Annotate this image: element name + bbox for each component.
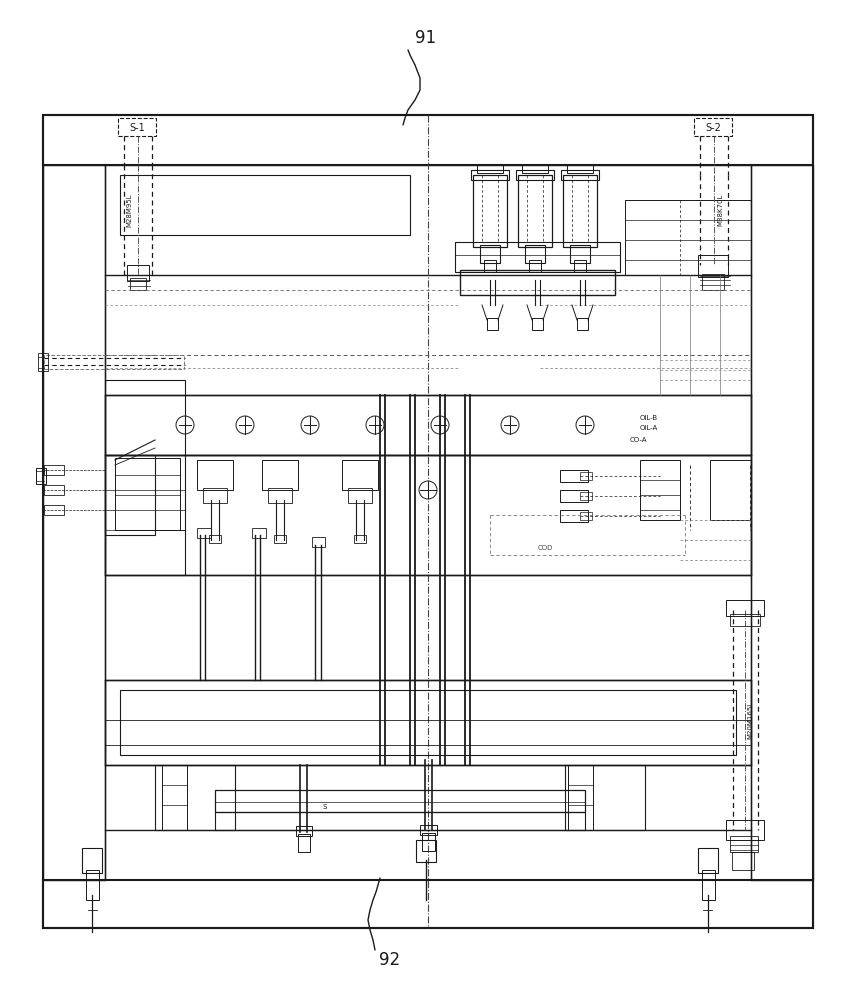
Bar	[118, 118, 156, 136]
Bar	[44, 505, 64, 515]
Bar	[354, 535, 366, 543]
Text: 91: 91	[415, 29, 437, 47]
Bar	[115, 458, 180, 530]
Bar	[698, 255, 728, 277]
Bar	[730, 614, 760, 626]
Bar	[698, 848, 718, 873]
Bar	[532, 318, 543, 330]
Bar	[570, 245, 590, 263]
Bar	[342, 460, 378, 490]
Bar	[120, 690, 736, 755]
Bar	[420, 825, 437, 835]
Bar	[702, 870, 715, 900]
Bar	[516, 170, 554, 180]
Bar	[473, 175, 507, 247]
Bar	[262, 460, 298, 490]
Bar	[43, 165, 105, 880]
Bar	[455, 242, 620, 272]
Bar	[580, 492, 592, 500]
Bar	[105, 395, 751, 455]
Bar	[36, 468, 46, 484]
Bar	[105, 455, 751, 575]
Bar	[197, 528, 211, 538]
Bar	[197, 460, 233, 490]
Bar	[477, 165, 503, 173]
Bar	[567, 165, 593, 173]
Bar	[565, 765, 645, 830]
Bar	[203, 488, 227, 503]
Bar	[348, 488, 372, 503]
Bar	[105, 680, 751, 765]
Bar	[568, 765, 593, 830]
Bar	[580, 512, 592, 520]
Bar	[732, 852, 754, 870]
Bar	[215, 790, 585, 812]
Bar	[694, 118, 732, 136]
Bar	[155, 765, 235, 830]
Bar	[43, 115, 813, 928]
Text: S-2: S-2	[705, 123, 721, 133]
Bar	[710, 460, 751, 520]
Bar	[130, 278, 146, 290]
Text: M20M165L: M20M165L	[747, 701, 753, 739]
Bar	[484, 260, 496, 272]
Bar	[726, 820, 764, 840]
Bar	[215, 812, 585, 830]
Bar	[640, 460, 680, 520]
Bar	[162, 765, 187, 830]
Bar	[38, 353, 48, 371]
Bar	[312, 537, 325, 547]
Bar	[252, 528, 266, 538]
Bar	[702, 274, 724, 290]
Bar	[105, 455, 155, 535]
Bar	[487, 318, 498, 330]
Bar	[726, 600, 764, 616]
Bar	[471, 170, 509, 180]
Bar	[268, 488, 292, 503]
Bar	[577, 318, 588, 330]
Bar	[522, 165, 548, 173]
Bar	[529, 260, 541, 272]
Bar	[120, 175, 410, 235]
Bar	[209, 535, 221, 543]
Bar	[563, 175, 597, 247]
Bar	[44, 355, 184, 369]
Text: M38K70L: M38K70L	[717, 194, 723, 226]
Bar	[416, 840, 436, 862]
Bar	[43, 115, 813, 165]
Text: OIL-A: OIL-A	[640, 425, 658, 431]
Bar	[730, 836, 758, 852]
Bar	[560, 510, 588, 522]
Bar	[44, 465, 64, 475]
Bar	[561, 170, 599, 180]
Bar	[127, 265, 149, 281]
Bar	[105, 380, 185, 575]
Text: CO-A: CO-A	[630, 437, 647, 443]
Bar	[574, 260, 586, 272]
Text: S-1: S-1	[129, 123, 145, 133]
Bar	[751, 165, 813, 880]
Bar	[274, 535, 286, 543]
Bar	[518, 175, 552, 247]
Bar	[44, 485, 64, 495]
Bar	[86, 870, 99, 900]
Bar	[525, 245, 545, 263]
Bar	[580, 472, 592, 480]
Bar	[560, 490, 588, 502]
Bar	[43, 880, 813, 928]
Bar	[480, 245, 500, 263]
Text: M28M95L: M28M95L	[126, 193, 132, 227]
Bar	[460, 270, 615, 295]
Text: COD: COD	[538, 545, 553, 551]
Bar	[560, 470, 588, 482]
Text: 92: 92	[379, 951, 401, 969]
Bar	[82, 848, 102, 873]
Bar	[298, 834, 310, 852]
Text: S: S	[323, 804, 327, 810]
Bar	[422, 833, 435, 851]
Bar	[296, 826, 312, 836]
Bar	[625, 200, 751, 275]
Text: OIL-B: OIL-B	[640, 415, 658, 421]
